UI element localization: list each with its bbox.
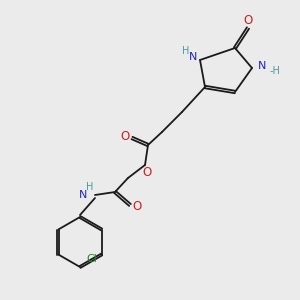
Text: O: O [243,14,253,28]
Text: N: N [189,52,197,62]
Text: O: O [142,166,152,178]
Text: N: N [79,190,87,200]
Text: H: H [86,182,94,192]
Text: N: N [258,61,266,71]
Text: O: O [120,130,130,143]
Text: O: O [132,200,142,212]
Text: -H: -H [270,66,281,76]
Text: Cl: Cl [86,254,97,265]
Text: H: H [182,46,190,56]
